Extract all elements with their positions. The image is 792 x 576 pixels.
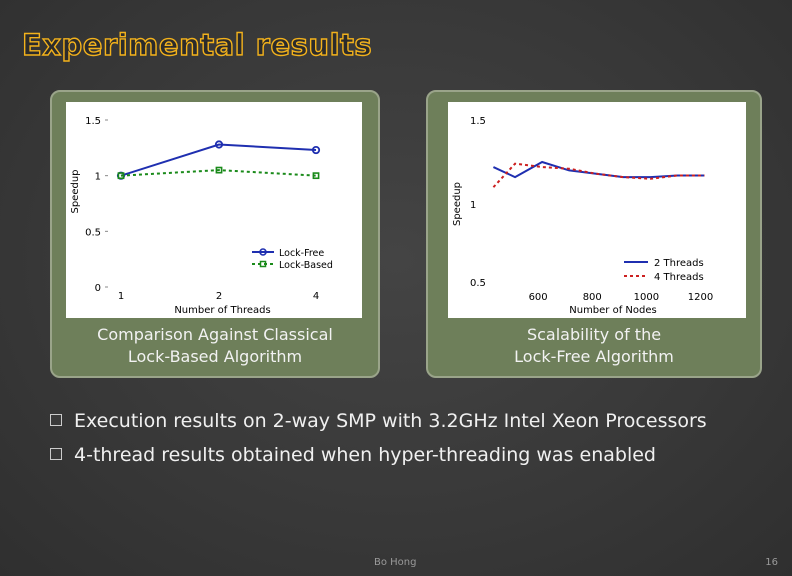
bullet-item: 4-thread results obtained when hyper-thr… — [50, 440, 707, 474]
bullet-text: Execution results on 2-way SMP with 3.2G… — [74, 410, 707, 432]
x-tick-label: 800 — [583, 292, 602, 303]
chart-svg-threads: 0 0.5 1 1.5 1 2 4 Number of Threads Speedup Lock-… — [70, 116, 333, 316]
checkbox-bullet-icon — [50, 448, 62, 460]
x-axis-label: Number of Nodes — [569, 305, 656, 316]
chart-panel-left: 0 0.5 1 1.5 1 2 4 Number of Threads Speedup Lock-… — [50, 90, 380, 378]
data-point — [311, 145, 321, 155]
y-tick-label: 0.5 — [85, 227, 101, 238]
data-point — [215, 166, 223, 174]
x-tick-label: 600 — [529, 292, 548, 303]
chart-svg-nodes: 0.5 1 1.5 600 800 1000 1200 Number of Nodes Spee… — [452, 116, 713, 316]
data-point — [312, 172, 320, 180]
bullet-item: Execution results on 2-way SMP with 3.2G… — [50, 406, 707, 440]
y-axis-label: Speedup — [70, 169, 81, 213]
left-caption-line-1: Comparison Against Classical — [97, 325, 333, 344]
series-line-1 — [492, 162, 705, 188]
y-tick-label: 1 — [95, 172, 101, 183]
x-tick-label: 1 — [118, 291, 124, 302]
x-tick-label: 2 — [216, 291, 222, 302]
y-tick-label: 1 — [470, 200, 476, 211]
x-tick-label: 1200 — [688, 292, 713, 303]
page-number: 16 — [765, 557, 778, 568]
speedup-vs-nodes-chart: 0.5 1 1.5 600 800 1000 1200 Number of Nodes Spee… — [448, 102, 746, 318]
bullet-text: 4-thread results obtained when hyper-thr… — [74, 444, 656, 466]
legend-label: 4 Threads — [654, 272, 704, 283]
checkbox-bullet-icon — [50, 414, 62, 426]
legend-label: 2 Threads — [654, 258, 704, 269]
left-caption-line-2: Lock-Based Algorithm — [127, 347, 303, 366]
series-line-1 — [120, 169, 317, 177]
y-tick-label: 0.5 — [470, 278, 486, 289]
y-tick-label: 1.5 — [470, 116, 486, 127]
y-axis-label: Speedup — [452, 182, 463, 226]
legend-marker — [259, 248, 267, 256]
x-tick-label: 1000 — [634, 292, 659, 303]
right-caption: Scalability of the Lock-Free Algorithm — [428, 324, 760, 368]
data-point — [117, 172, 125, 180]
speedup-vs-threads-chart: 0 0.5 1 1.5 1 2 4 Number of Threads Speedup Lock-… — [66, 102, 362, 318]
right-caption-line-2: Lock-Free Algorithm — [514, 347, 674, 366]
x-axis-label: Number of Threads — [174, 305, 270, 316]
y-tick-label: 0 — [95, 283, 101, 294]
series-line-0 — [120, 143, 317, 177]
data-point — [214, 140, 224, 149]
x-tick-label: 4 — [313, 291, 319, 302]
legend-label: Lock-Based — [279, 260, 333, 271]
y-tick-label: 1.5 — [85, 116, 101, 127]
left-caption: Comparison Against Classical Lock-Based … — [52, 324, 378, 368]
legend-label: Lock-Free — [279, 248, 324, 259]
footer-author: Bo Hong — [374, 557, 417, 568]
chart-panel-right: 0.5 1 1.5 600 800 1000 1200 Number of Nodes Spee… — [426, 90, 762, 378]
right-caption-line-1: Scalability of the — [526, 325, 662, 344]
legend-marker — [259, 260, 267, 268]
slide-title: Experimental results — [21, 27, 373, 62]
bullet-list: Execution results on 2-way SMP with 3.2G… — [50, 406, 707, 474]
